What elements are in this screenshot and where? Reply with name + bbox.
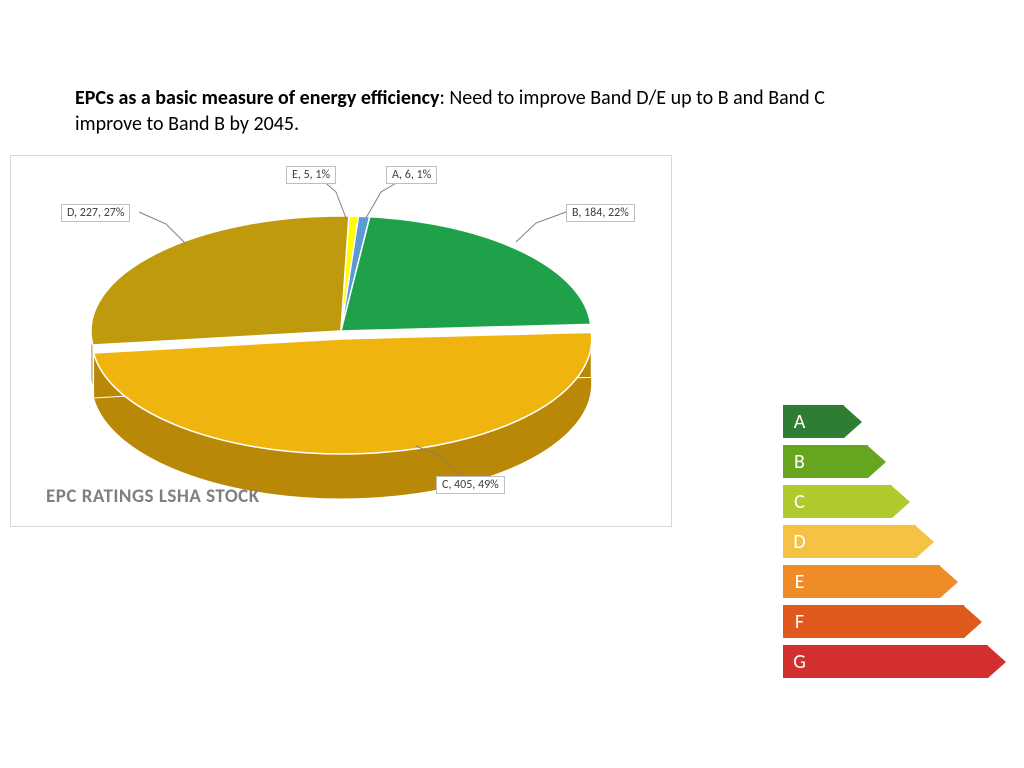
chart-title: EPC RATINGS LSHA STOCK [46, 485, 260, 508]
rating-arrow-tip [940, 566, 958, 598]
rating-letter: G [783, 645, 816, 678]
rating-arrow-tip [868, 446, 886, 478]
rating-arrow-tip [988, 646, 1006, 678]
rating-arrow-body [816, 405, 844, 438]
rating-arrow-body [816, 525, 916, 558]
rating-letter: F [783, 605, 816, 638]
heading-bold: EPCs as a basic measure of energy effici… [75, 86, 439, 110]
pie-data-label: B, 184, 22% [566, 204, 635, 222]
rating-band-d: D [783, 525, 1006, 558]
rating-arrow-tip [844, 406, 862, 438]
rating-band-a: A [783, 405, 1006, 438]
page-heading: EPCs as a basic measure of energy effici… [75, 85, 855, 137]
rating-letter: C [783, 485, 816, 518]
epc-rating-legend: ABCDEFG [783, 405, 1006, 685]
rating-arrow-body [816, 645, 988, 678]
rating-letter: E [783, 565, 816, 598]
rating-arrow-tip [892, 486, 910, 518]
rating-letter: B [783, 445, 816, 478]
pie-data-label: A, 6, 1% [386, 166, 437, 184]
pie-data-label: C, 405, 49% [436, 476, 505, 494]
rating-letter: D [783, 525, 816, 558]
rating-arrow-body [816, 485, 892, 518]
rating-band-f: F [783, 605, 1006, 638]
rating-arrow-body [816, 565, 940, 598]
pie-chart-container: A, 6, 1% B, 184, 22% C, 405, 49% D, 227, 27… [10, 155, 672, 527]
pie-data-label: E, 5, 1% [286, 166, 336, 184]
pie-data-label: D, 227, 27% [61, 204, 130, 222]
rating-arrow-tip [964, 606, 982, 638]
rating-arrow-tip [916, 526, 934, 558]
rating-letter: A [783, 405, 816, 438]
rating-band-e: E [783, 565, 1006, 598]
rating-arrow-body [816, 445, 868, 478]
rating-band-b: B [783, 445, 1006, 478]
rating-band-g: G [783, 645, 1006, 678]
rating-band-c: C [783, 485, 1006, 518]
rating-arrow-body [816, 605, 964, 638]
